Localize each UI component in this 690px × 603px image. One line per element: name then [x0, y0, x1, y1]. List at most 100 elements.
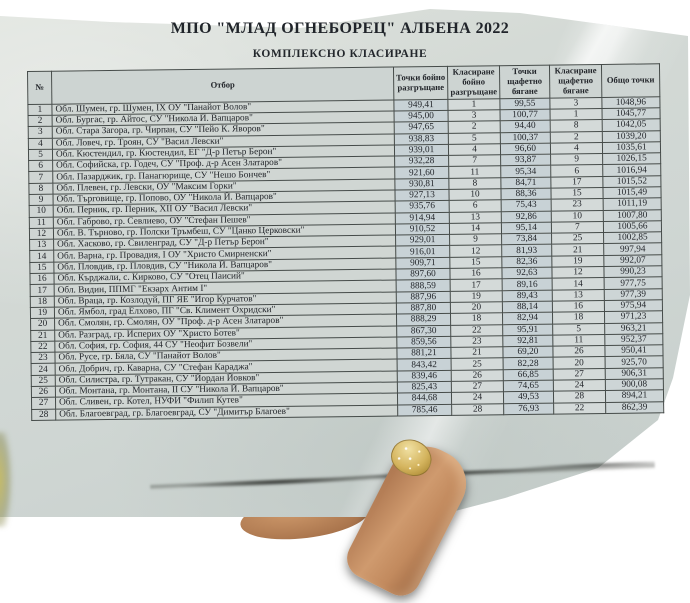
combat-rank: 22 [450, 324, 503, 337]
relay-rank: 9 [550, 153, 603, 166]
combat-points: 839,46 [397, 370, 452, 383]
relay-points: 94,40 [500, 120, 551, 133]
total-points: 975,94 [604, 299, 663, 312]
relay-rank: 7 [551, 221, 604, 234]
relay-rank: 25 [551, 232, 604, 245]
relay-points: 95,14 [501, 221, 552, 234]
row-number: 4 [28, 137, 53, 150]
relay-rank: 19 [551, 255, 604, 268]
combat-rank: 26 [451, 369, 504, 382]
total-points: 1011,19 [603, 198, 662, 211]
relay-points: 100,37 [500, 131, 551, 144]
row-number: 26 [31, 386, 56, 398]
relay-points: 92,63 [501, 267, 553, 280]
total-points: 1045,77 [601, 107, 661, 120]
column-header-combat-points: Точки бойно разгръщане [393, 66, 448, 100]
combat-rank: 2 [448, 120, 501, 133]
total-points: 952,37 [604, 333, 663, 346]
relay-points: 93,87 [500, 154, 551, 167]
column-header-team: Отбор [51, 67, 394, 104]
combat-rank: 17 [450, 279, 503, 292]
relay-rank: 10 [551, 210, 604, 222]
row-number: 13 [29, 239, 54, 251]
total-points: 1048,96 [601, 96, 660, 109]
combat-points: 916,01 [395, 245, 450, 258]
combat-rank: 14 [449, 222, 502, 235]
total-points: 1015,49 [602, 186, 662, 199]
row-number: 3 [28, 126, 53, 139]
combat-points: 910,52 [395, 223, 450, 236]
relay-points: 95,34 [500, 165, 551, 178]
row-number: 2 [28, 115, 53, 127]
foliage-blur-left [0, 432, 14, 527]
row-number: 25 [31, 374, 56, 387]
total-points: 950,41 [604, 344, 664, 357]
relay-rank: 1 [550, 108, 603, 121]
row-number: 9 [29, 194, 54, 206]
total-points: 997,94 [603, 243, 662, 256]
total-points: 1007,80 [603, 209, 662, 222]
relay-rank: 13 [552, 289, 605, 302]
column-header-total-points: Общо точки [601, 63, 660, 98]
total-points: 1035,61 [602, 141, 661, 154]
combat-points: 888,59 [396, 279, 451, 292]
column-header-relay-points: Точки щафетно бягане [499, 65, 550, 99]
combat-rank: 15 [449, 256, 502, 269]
total-points: 1015,52 [602, 175, 661, 188]
total-points: 1026,15 [602, 152, 661, 165]
relay-rank: 23 [551, 198, 604, 211]
document-subtitle: КОМПЛЕКСНО КЛАСИРАНЕ [252, 48, 428, 60]
relay-rank: 22 [553, 402, 606, 415]
relay-rank: 16 [552, 300, 605, 313]
relay-rank: 6 [550, 164, 603, 177]
relay-rank: 27 [553, 368, 606, 381]
row-number: 10 [29, 205, 54, 218]
row-number: 15 [29, 261, 54, 274]
row-number: 8 [28, 182, 54, 195]
total-points: 906,31 [605, 367, 664, 380]
row-number: 18 [30, 295, 55, 308]
combat-points: 897,60 [395, 268, 451, 281]
combat-points: 938,83 [394, 132, 449, 145]
combat-rank: 11 [448, 166, 501, 179]
relay-rank: 24 [553, 379, 606, 392]
relay-points: 74,65 [503, 380, 554, 393]
total-points: 990,23 [603, 265, 663, 278]
relay-points: 82,94 [502, 312, 553, 325]
total-points: 862,39 [605, 401, 664, 414]
row-number: 12 [29, 228, 54, 240]
relay-rank: 15 [550, 187, 604, 200]
row-number: 27 [31, 397, 56, 410]
relay-rank: 3 [549, 97, 602, 110]
table-body: 1 Обл. Шумен, гр. Шумен, IX ОУ "Панайот В… [27, 96, 664, 421]
combat-points: 949,41 [393, 98, 449, 111]
combat-rank: 8 [448, 177, 501, 190]
row-number: 28 [31, 408, 56, 421]
combat-rank: 23 [450, 335, 503, 348]
total-points: 1042,05 [602, 118, 661, 131]
combat-rank: 13 [449, 211, 502, 224]
relay-rank: 14 [552, 277, 605, 290]
relay-points: 81,93 [501, 244, 552, 257]
total-points: 1039,20 [602, 130, 661, 143]
combat-points: 785,46 [397, 403, 452, 416]
relay-points: 100,77 [500, 109, 551, 121]
row-number: 22 [30, 341, 55, 353]
row-number: 20 [30, 318, 55, 331]
combat-rank: 5 [448, 132, 501, 145]
combat-rank: 9 [449, 233, 502, 246]
combat-points: 825,43 [397, 381, 452, 394]
ranking-table: № Отбор Точки бойно разгръщане Класиране… [27, 63, 664, 421]
column-header-number: № [27, 71, 52, 105]
combat-rank: 18 [450, 312, 503, 325]
relay-rank: 2 [550, 130, 603, 143]
column-header-relay-rank: Класиране щафетно бягане [549, 64, 602, 98]
total-points: 1016,94 [602, 164, 661, 177]
row-number: 7 [28, 171, 53, 184]
row-number: 17 [30, 284, 55, 297]
relay-points: 99,55 [499, 97, 551, 110]
combat-rank: 1 [447, 98, 501, 111]
row-number: 11 [29, 216, 54, 229]
relay-points: 96,60 [500, 142, 551, 155]
combat-points: 844,68 [397, 392, 452, 405]
